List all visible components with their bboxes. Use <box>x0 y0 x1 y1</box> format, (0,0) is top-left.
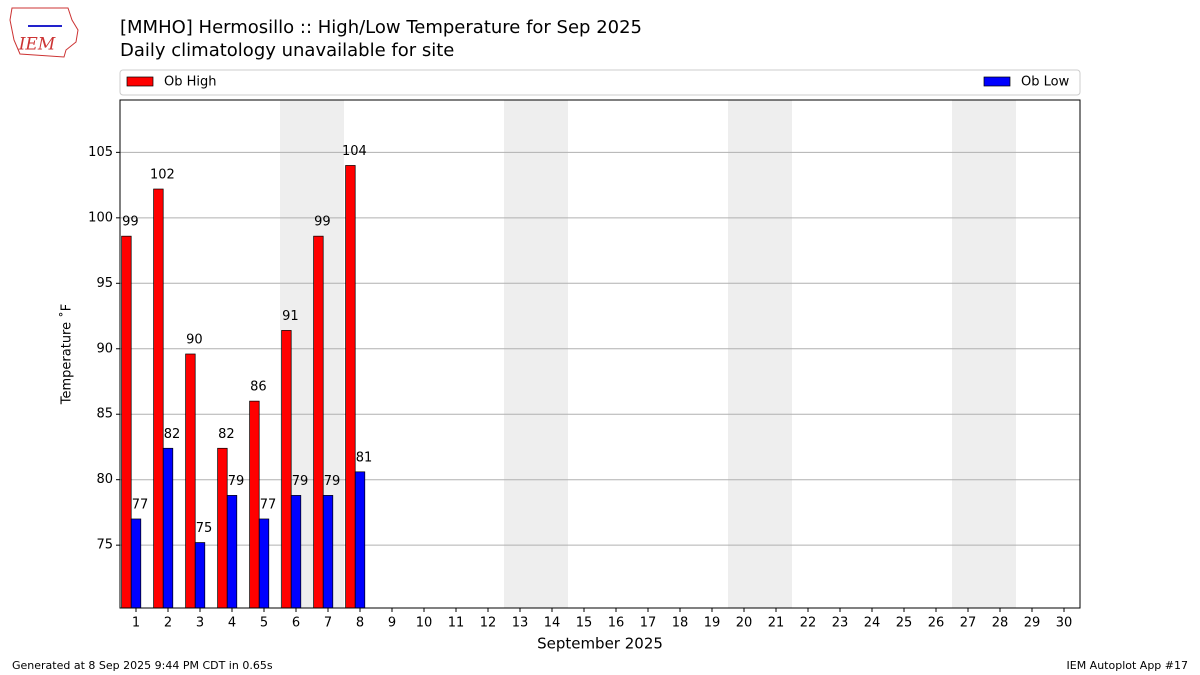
value-label: 82 <box>164 427 181 442</box>
x-tick-label: 5 <box>260 616 268 631</box>
value-label: 102 <box>150 168 175 183</box>
bar <box>313 235 324 609</box>
x-tick-label: 18 <box>672 616 689 631</box>
y-tick-label: 80 <box>96 472 113 487</box>
legend-swatch <box>983 76 1011 87</box>
x-tick-label: 30 <box>1056 616 1073 631</box>
bar <box>258 518 270 609</box>
legend-label: Ob Low <box>1021 75 1070 90</box>
x-tick-label: 2 <box>164 616 172 631</box>
x-tick-label: 24 <box>864 616 881 631</box>
logo-text: IEM <box>18 35 56 55</box>
weekend-shade <box>760 100 792 608</box>
x-tick-label: 11 <box>448 616 465 631</box>
value-label: 90 <box>186 333 203 348</box>
legend-swatch <box>126 76 154 87</box>
value-label: 77 <box>132 497 149 512</box>
value-label: 99 <box>314 215 331 230</box>
value-label: 79 <box>292 474 309 489</box>
x-tick-label: 12 <box>480 616 497 631</box>
x-tick-label: 3 <box>196 616 204 631</box>
bar <box>121 235 132 609</box>
plot-frame <box>119 99 1081 609</box>
bar <box>226 495 238 609</box>
footer-left: Generated at 8 Sep 2025 9:44 PM CDT in 0… <box>12 659 273 672</box>
logo-outline <box>9 7 79 58</box>
x-tick-label: 26 <box>928 616 945 631</box>
value-label: 99 <box>122 215 139 230</box>
x-tick-label: 22 <box>800 616 817 631</box>
y-tick-label: 75 <box>96 538 113 553</box>
y-tick-label: 100 <box>88 210 113 225</box>
logo: IEM <box>9 7 79 58</box>
x-axis-label: September 2025 <box>537 635 663 653</box>
x-tick-label: 1 <box>132 616 140 631</box>
weekend-shade <box>952 100 984 608</box>
bar <box>217 447 228 609</box>
value-label: 104 <box>342 144 367 159</box>
value-label: 79 <box>228 474 245 489</box>
bar <box>322 495 334 609</box>
x-tick-label: 25 <box>896 616 913 631</box>
bar <box>130 518 142 609</box>
y-tick-label: 90 <box>96 341 113 356</box>
x-tick-label: 10 <box>416 616 433 631</box>
bar <box>194 542 206 609</box>
bar <box>153 188 164 609</box>
value-label: 91 <box>282 309 299 324</box>
x-tick-label: 20 <box>736 616 753 631</box>
weekend-shade <box>536 100 568 608</box>
chart-title: [MMHO] Hermosillo :: High/Low Temperatur… <box>120 17 642 38</box>
value-label: 79 <box>324 474 341 489</box>
x-tick-label: 6 <box>292 616 300 631</box>
value-label: 77 <box>260 497 277 512</box>
bar <box>249 400 260 609</box>
y-tick-label: 85 <box>96 407 113 422</box>
bar <box>345 165 356 609</box>
x-tick-label: 29 <box>1024 616 1041 631</box>
weekend-shade <box>728 100 760 608</box>
x-tick-label: 15 <box>576 616 593 631</box>
x-tick-label: 14 <box>544 616 561 631</box>
value-label: 82 <box>218 427 235 442</box>
value-label: 75 <box>196 521 213 536</box>
x-tick-label: 9 <box>388 616 396 631</box>
x-tick-label: 8 <box>356 616 364 631</box>
chart-subtitle: Daily climatology unavailable for site <box>120 40 454 61</box>
footer-right: IEM Autoplot App #17 <box>1067 659 1189 672</box>
bar <box>185 353 196 609</box>
x-tick-label: 4 <box>228 616 236 631</box>
x-tick-label: 17 <box>640 616 657 631</box>
bar <box>354 471 366 609</box>
x-tick-label: 7 <box>324 616 332 631</box>
x-tick-label: 27 <box>960 616 977 631</box>
x-tick-label: 21 <box>768 616 785 631</box>
weekend-shade <box>984 100 1016 608</box>
x-tick-label: 23 <box>832 616 849 631</box>
y-tick-label: 105 <box>88 145 113 160</box>
y-tick-label: 95 <box>96 276 113 291</box>
x-tick-label: 19 <box>704 616 721 631</box>
legend-label: Ob High <box>164 75 217 90</box>
bar <box>162 447 174 609</box>
value-label: 81 <box>356 450 373 465</box>
bar <box>281 330 292 609</box>
weekend-shade <box>504 100 536 608</box>
x-tick-label: 13 <box>512 616 529 631</box>
x-tick-label: 16 <box>608 616 625 631</box>
bar <box>290 495 302 609</box>
legend-box <box>119 69 1081 96</box>
y-axis-label: Temperature ˚F <box>59 304 75 405</box>
x-tick-label: 28 <box>992 616 1009 631</box>
value-label: 86 <box>250 380 267 395</box>
